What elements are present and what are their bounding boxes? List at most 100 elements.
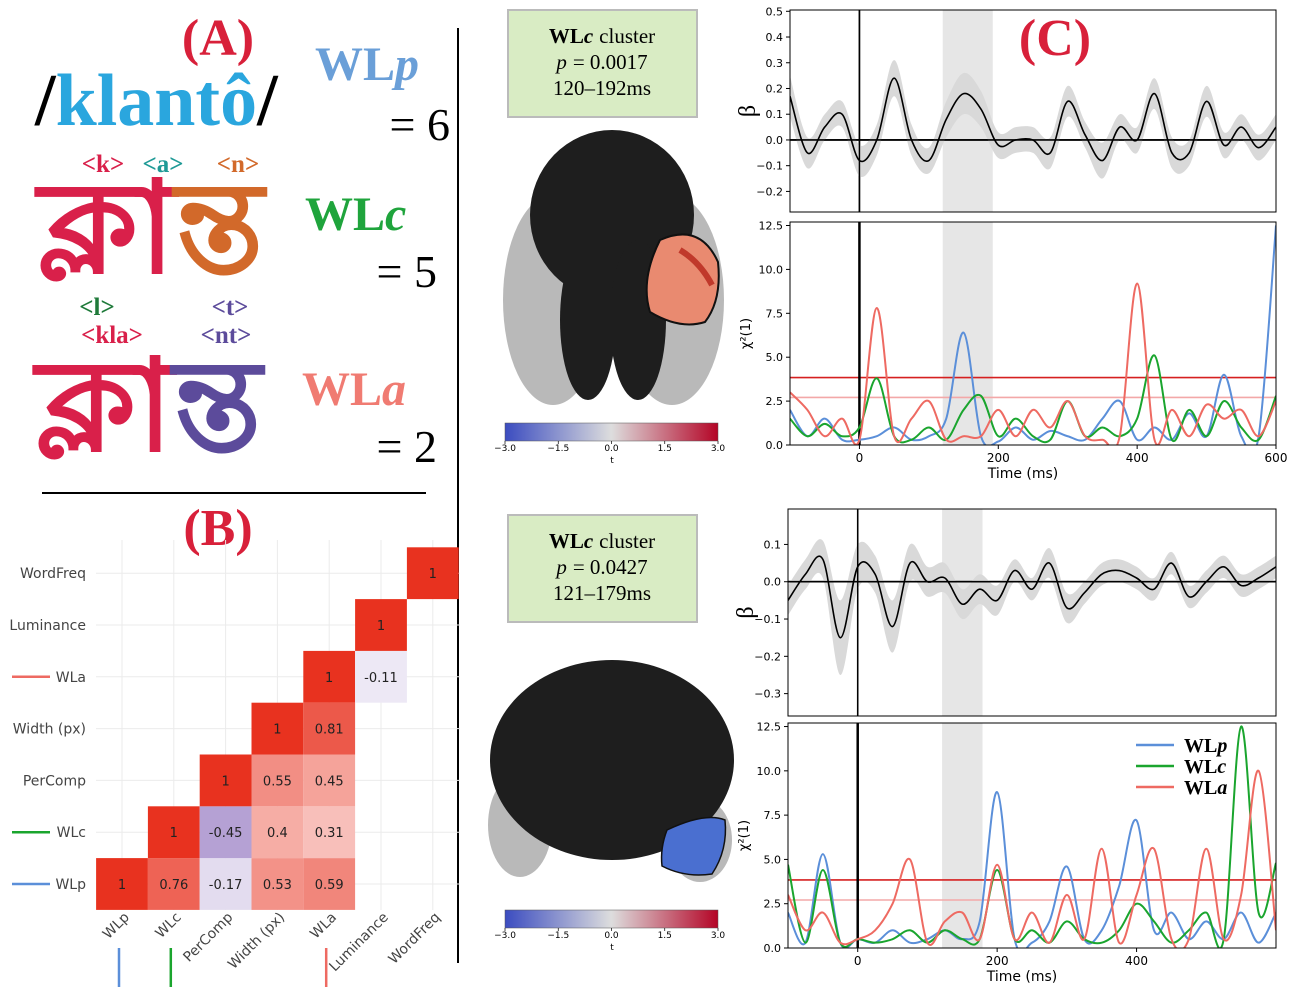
cluster-window: 121–179ms: [553, 581, 651, 605]
line: [790, 354, 1276, 444]
cluster-title: WLc cluster: [549, 24, 655, 48]
y-tick-label: 5.0: [764, 853, 782, 866]
heatmap-cell: [199, 806, 252, 859]
bengali-part: ন্ত: [169, 332, 265, 481]
grapheme: <t>: [212, 294, 249, 321]
y-tick-label: 0.2: [766, 82, 784, 95]
x-tick-label: Width (px): [225, 910, 288, 973]
y-tick-label: WordFreq: [20, 566, 86, 582]
colorbar-tick-label: 0.0: [604, 444, 619, 454]
ipa-slash: /: [34, 60, 57, 142]
y-tick-label: PerComp: [23, 773, 86, 789]
plot-area: [788, 509, 1276, 716]
legend-base: WL: [1184, 777, 1217, 799]
measure-count: = 5: [377, 246, 437, 297]
colorbar-tick-label: −3.0: [494, 444, 516, 454]
y-axis-label: β: [733, 606, 759, 618]
y-tick-label: 2.5: [766, 395, 784, 408]
legend-label: WLa: [1184, 777, 1227, 799]
x-axis-label: Time (ms): [987, 466, 1059, 482]
heatmap-cell: [355, 650, 407, 703]
x-tick-label: WordFreq: [386, 910, 444, 968]
plot-frame: [787, 722, 1277, 949]
grapheme: <k>: [82, 151, 124, 178]
heatmap-cell: [147, 806, 200, 859]
x-tick-label: 200: [987, 451, 1010, 465]
p-value: = 0.0017: [573, 50, 648, 74]
panel-label: (C): [1019, 10, 1091, 67]
measure-suffix: a: [382, 363, 406, 416]
grapheme: <nt>: [201, 322, 252, 349]
y-tick-label: 0.0: [766, 134, 784, 147]
charts: 1 0.76 -0.17 0.53 0.591 -0.45 0.4 0.311 0.55 0.45…: [9, 5, 1287, 987]
plot-frame: [789, 221, 1277, 446]
colorbar-tick-label: 3.0: [711, 444, 726, 454]
cell-label: 1: [325, 671, 333, 686]
heatmap-cell: [303, 754, 356, 807]
y-tick-label: 12.5: [759, 220, 784, 233]
y-tick-label: 0.3: [766, 57, 784, 70]
legend-suffix: p: [1215, 735, 1227, 757]
y-tick-label: 10.0: [757, 765, 782, 778]
heatmap-cell: [251, 754, 304, 807]
heatmap-cell: [199, 858, 252, 910]
highlight-span: [942, 723, 983, 948]
heatmap-cell: [199, 754, 252, 807]
cell-label: 0.31: [315, 826, 344, 841]
heatmap-cell: [96, 858, 148, 910]
heatmap-cell: [147, 858, 200, 910]
ipa: /klantô/: [34, 60, 279, 142]
y-axis-label: β: [735, 105, 761, 117]
cluster-measure: WL: [549, 529, 584, 553]
y-tick-label: 0.0: [766, 439, 784, 452]
heatmap-cell: [355, 599, 407, 651]
p-symbol: p: [554, 555, 567, 579]
y-tick-label: 7.5: [764, 809, 782, 822]
plot-frame: [789, 9, 1277, 213]
x-tick-label: WLa: [307, 910, 340, 943]
line: [790, 77, 1276, 163]
measure-suffix: c: [385, 188, 406, 241]
colorbar-tick-label: −1.5: [547, 444, 569, 454]
measure-count: = 6: [390, 99, 450, 150]
y-tick-label: 5.0: [766, 351, 784, 364]
x-tick-label: 200: [986, 954, 1009, 968]
brain-bottom: [488, 660, 734, 882]
cell-label: 1: [429, 567, 437, 582]
heatmap-cell: [303, 702, 356, 755]
y-tick-label: −0.2: [754, 650, 781, 663]
x-tick-label: 600: [1265, 451, 1288, 465]
cell-label: 0.59: [315, 878, 344, 893]
cell-label: 1: [118, 878, 126, 893]
x-tick-label: WLp: [100, 909, 133, 942]
plot-area: [790, 222, 1276, 445]
y-tick-label: −0.3: [754, 688, 781, 701]
highlight-span: [942, 222, 993, 445]
cell-label: 0.55: [263, 774, 292, 789]
line: [790, 282, 1276, 445]
cell-label: 1: [221, 774, 229, 789]
y-tick-label: Width (px): [13, 722, 86, 738]
measure-label: WLp: [315, 38, 419, 91]
colorbar-tick-label: 0.0: [604, 931, 619, 941]
cluster-suffix: c: [584, 24, 594, 48]
y-tick-label: 0.0: [764, 576, 782, 589]
measure-base: WL: [315, 38, 395, 91]
cell-label: 0.45: [315, 774, 344, 789]
colorbar: [504, 422, 719, 442]
x-tick-label: 400: [1126, 451, 1149, 465]
colorbar-tick-label: 1.5: [658, 931, 672, 941]
cell-label: 1: [273, 723, 281, 738]
colorbar-label: t: [610, 943, 614, 953]
measure-suffix: p: [391, 38, 419, 91]
y-tick-label: 0.4: [766, 31, 784, 44]
y-tick-label: 0.0: [764, 942, 782, 955]
cluster-measure: WL: [549, 24, 584, 48]
measure-count: = 2: [377, 421, 437, 472]
cell-label: -0.11: [364, 671, 398, 686]
graphemes: <k> <a> <n> <l> <t> <kla> <nt>: [79, 151, 259, 349]
confidence-band: [790, 60, 1276, 179]
